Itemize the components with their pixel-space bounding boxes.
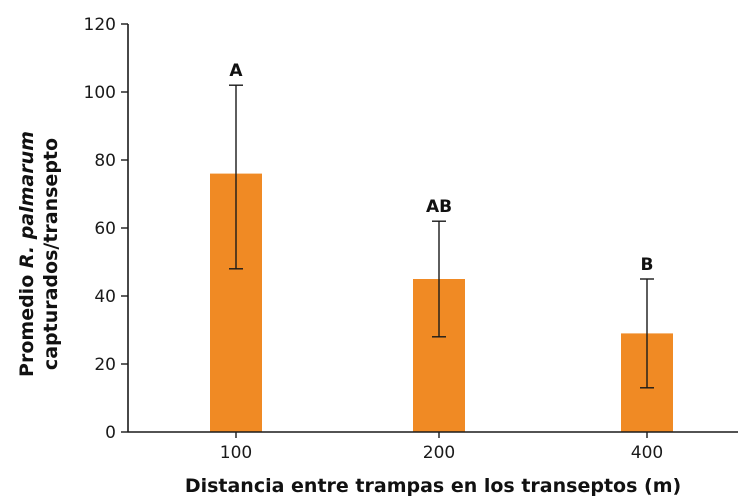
y-tick-label: 120 <box>84 15 116 35</box>
y-axis-title: Promedio R. palmarum capturados/transept… <box>16 131 62 377</box>
x-tick-label: 400 <box>631 443 663 463</box>
y-tick-label: 80 <box>94 151 116 171</box>
y-tick-label: 0 <box>105 423 116 443</box>
y-tick-label: 20 <box>94 355 116 375</box>
y-axis-ticks: 0 20 40 60 80 100 120 <box>84 15 128 443</box>
y-tick-label: 100 <box>84 83 116 103</box>
y-axis-title-species: R. palmarum <box>16 131 38 268</box>
significance-label: A <box>229 61 243 81</box>
error-bar-100 <box>229 84 243 270</box>
x-tick-label: 200 <box>423 443 455 463</box>
y-tick-label: 60 <box>94 219 116 239</box>
y-axis-title-line1: Promedio R. palmarum <box>16 131 38 377</box>
y-axis-title-prefix: Promedio <box>16 268 38 377</box>
x-axis-ticks: 100 200 400 <box>220 432 663 463</box>
significance-label: AB <box>426 197 452 217</box>
x-axis-title: Distancia entre trampas en los transepto… <box>185 475 681 497</box>
y-tick-label: 40 <box>94 287 116 307</box>
significance-labels-group: A AB B <box>229 61 653 275</box>
error-bars-group <box>229 84 654 389</box>
error-bar-400 <box>640 278 654 389</box>
x-tick-label: 100 <box>220 443 252 463</box>
significance-label: B <box>641 255 654 275</box>
error-bar-200 <box>432 220 446 338</box>
y-axis-title-line2: capturados/transepto <box>40 138 62 370</box>
